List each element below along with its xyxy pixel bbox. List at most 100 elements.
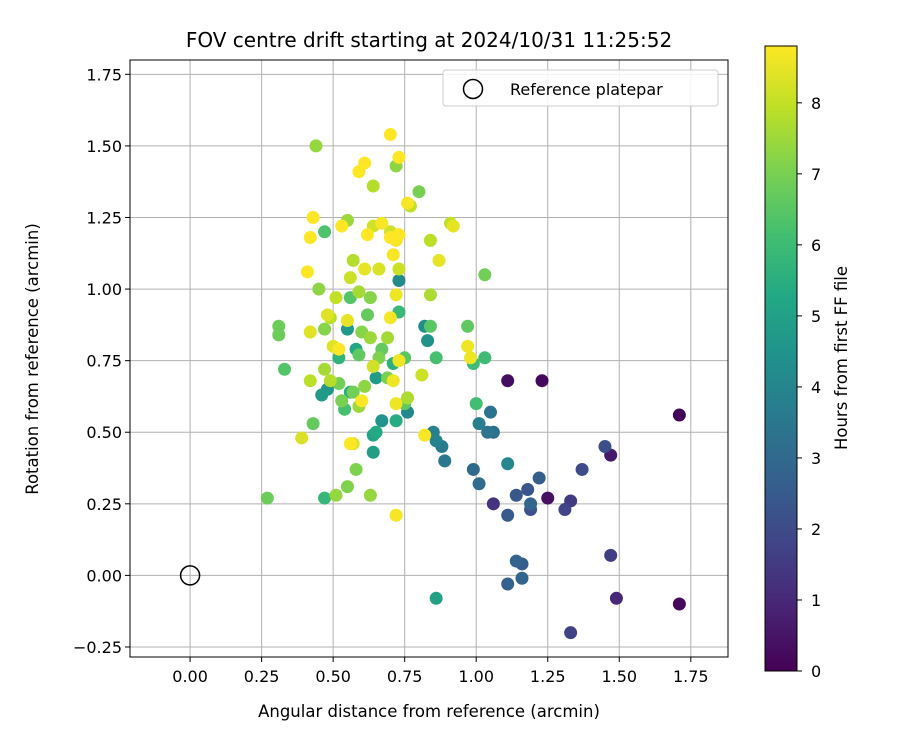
data-point: [272, 328, 286, 342]
grid: [130, 60, 728, 657]
data-point: [564, 626, 578, 640]
data-point: [375, 216, 389, 230]
data-point: [463, 351, 477, 365]
data-point: [303, 231, 317, 245]
colorbar-tick-label: 2: [811, 520, 821, 539]
data-point: [401, 196, 415, 210]
reference-marker: [179, 565, 201, 586]
data-point: [346, 385, 360, 399]
data-point: [509, 554, 523, 568]
x-tick-label: 1.00: [458, 667, 494, 686]
data-point: [412, 185, 426, 199]
data-point: [598, 440, 612, 454]
data-point: [318, 322, 332, 336]
data-point: [386, 374, 400, 388]
data-point: [383, 311, 397, 325]
data-point: [429, 351, 443, 365]
plot-frame: [129, 59, 729, 658]
data-point: [355, 394, 369, 408]
data-point: [429, 434, 443, 448]
data-point: [369, 425, 383, 439]
colorbar-tick-label: 4: [811, 378, 821, 397]
data-point: [369, 371, 383, 385]
colorbar: 0 1 2 3 4 5 6 7 8 Hours from first FF file: [764, 45, 851, 681]
data-point: [363, 291, 377, 305]
data-point: [318, 225, 332, 239]
data-point: [501, 457, 515, 471]
legend-box: [442, 69, 719, 107]
data-point: [389, 288, 403, 302]
data-point: [392, 150, 406, 164]
x-tick-label: 1.50: [601, 667, 637, 686]
data-point: [446, 219, 460, 233]
data-point: [278, 362, 292, 376]
data-point: [421, 334, 435, 348]
data-point: [323, 374, 337, 388]
data-point: [472, 477, 486, 491]
legend-marker-icon: [462, 78, 484, 100]
y-tick-label: 1.00: [86, 280, 122, 299]
data-point: [306, 210, 320, 224]
colorbar-gradient: [764, 45, 798, 672]
data-point: [352, 348, 366, 362]
x-tick-label: 1.75: [673, 667, 709, 686]
data-point: [469, 397, 483, 411]
data-point: [461, 339, 475, 353]
data-point: [478, 351, 492, 365]
data-point: [515, 571, 529, 585]
data-point: [372, 262, 386, 276]
colorbar-tick-label: 5: [811, 307, 821, 326]
x-tick-label: 0.00: [172, 667, 208, 686]
data-point: [383, 127, 397, 141]
y-axis-label: Rotation from reference (arcmin): [23, 223, 42, 495]
data-point: [609, 591, 623, 605]
data-point: [541, 491, 555, 505]
data-point: [389, 397, 403, 411]
data-point: [329, 291, 343, 305]
plot-area: [129, 59, 729, 658]
data-point: [303, 325, 317, 339]
data-point: [381, 331, 395, 345]
y-tick-label: −0.25: [73, 638, 122, 657]
data-point: [423, 233, 437, 247]
data-point: [346, 253, 360, 267]
data-point: [386, 248, 400, 262]
data-point: [306, 417, 320, 431]
data-point: [509, 488, 523, 502]
colorbar-tick-label: 1: [811, 591, 821, 610]
data-point: [401, 391, 415, 405]
data-point: [486, 497, 500, 511]
x-tick-label: 0.75: [387, 667, 423, 686]
data-point: [366, 445, 380, 459]
data-point: [363, 331, 377, 345]
y-tick-label: 0.25: [86, 495, 122, 514]
data-point: [432, 253, 446, 267]
data-point: [472, 417, 486, 431]
data-point: [303, 374, 317, 388]
data-point: [575, 462, 589, 476]
colorbar-tick-label: 8: [811, 94, 821, 113]
data-point: [478, 268, 492, 282]
data-point: [501, 577, 515, 591]
x-tick-label: 1.25: [530, 667, 566, 686]
data-point: [672, 597, 686, 611]
data-point: [358, 262, 372, 276]
data-point: [318, 362, 332, 376]
x-tick-label: 0.25: [244, 667, 280, 686]
data-point: [295, 431, 309, 445]
data-point: [318, 491, 332, 505]
chart-title: FOV centre drift starting at 2024/10/31 …: [186, 28, 672, 52]
data-point: [423, 288, 437, 302]
y-axis-ticks: −0.25 0.00 0.25 0.50 0.75 1.00 1.25 1.50 1.75: [73, 65, 130, 657]
data-point: [309, 139, 323, 153]
data-point: [532, 471, 546, 485]
legend: Reference platepar: [442, 69, 719, 107]
y-tick-label: 1.75: [86, 65, 122, 84]
data-point: [392, 228, 406, 242]
data-point: [389, 508, 403, 522]
data-point: [466, 462, 480, 476]
data-point: [481, 425, 495, 439]
x-axis-ticks: 0.00 0.25 0.50 0.75 1.00 1.25 1.50 1.75: [172, 657, 709, 686]
data-point: [535, 374, 549, 388]
data-point: [352, 165, 366, 179]
